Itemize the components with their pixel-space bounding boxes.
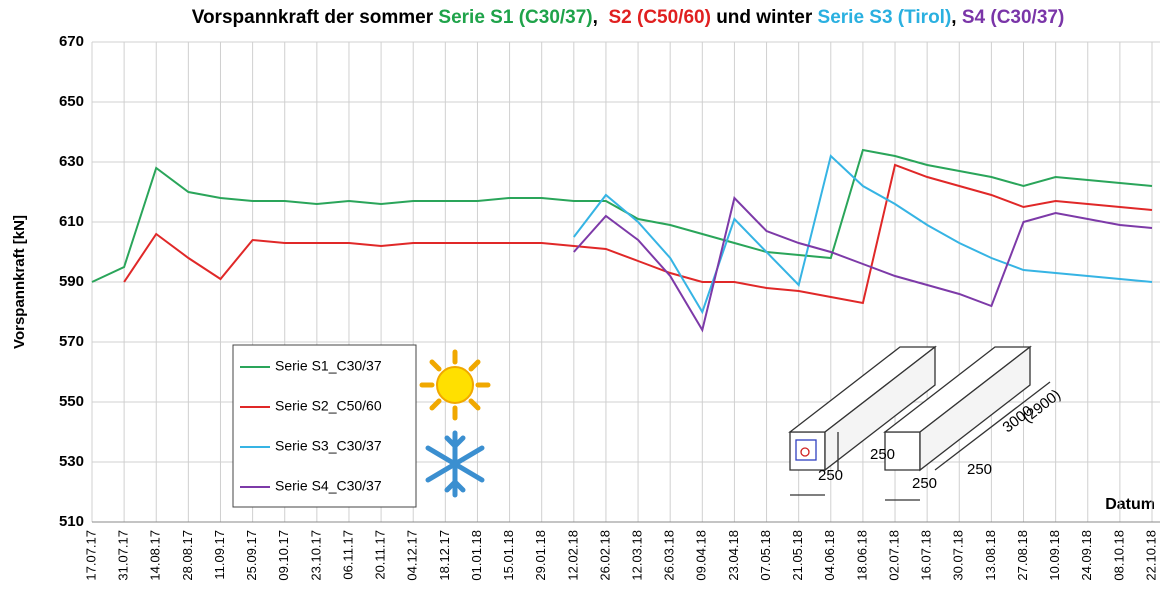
x-tick-label: 12.03.18	[629, 530, 644, 581]
title-part: Serie S1 (C30/37)	[438, 7, 592, 28]
x-tick-label: 07.05.18	[758, 530, 773, 581]
series-line	[91, 148, 1153, 283]
dimension-label: 250	[967, 461, 992, 478]
x-tick-label: 01.01.18	[469, 530, 484, 581]
y-axis-label: Vorspannkraft [kN]	[11, 215, 28, 349]
dimension-label: 250	[912, 475, 937, 492]
x-tick-label: 14.08.17	[148, 530, 163, 581]
x-tick-label: 26.02.18	[597, 530, 612, 581]
plot-area	[91, 41, 1160, 523]
x-tick-label: 25.09.17	[244, 530, 259, 581]
y-tick-label: 570	[59, 333, 84, 350]
x-axis-label: Datum	[1105, 496, 1155, 513]
title-part: Vorspannkraft der sommer	[192, 7, 439, 28]
x-tick-label: 27.08.18	[1015, 530, 1030, 581]
y-tick-label: 670	[59, 33, 84, 50]
legend-label: Serie S3_C30/37	[275, 438, 382, 454]
sun-icon	[419, 349, 491, 421]
series-line	[123, 163, 1153, 305]
x-tick-label: 23.04.18	[726, 530, 741, 581]
legend-label: Serie S2_C50/60	[275, 398, 382, 414]
legend-box	[232, 344, 417, 508]
x-tick-label: 11.09.17	[212, 530, 227, 580]
x-tick-label: 17.07.17	[83, 530, 98, 581]
x-tick-label: 13.08.18	[983, 530, 998, 581]
title-part: ,	[593, 7, 609, 28]
snowflake-icon	[425, 430, 485, 498]
series-line	[573, 154, 1153, 315]
x-tick-label: 30.07.18	[951, 530, 966, 581]
x-tick-label: 28.08.17	[180, 530, 195, 581]
dimension-label: 250	[818, 467, 843, 484]
title-part: S2 (C50/60)	[608, 7, 710, 28]
x-tick-label: 18.12.17	[437, 530, 452, 581]
title-part: und winter	[711, 7, 818, 28]
x-tick-label: 16.07.18	[919, 530, 934, 581]
y-tick-label: 510	[59, 513, 84, 530]
beam-diagram	[788, 345, 1051, 501]
x-tick-label: 24.09.18	[1079, 530, 1094, 581]
x-tick-label: 31.07.17	[116, 530, 131, 581]
series-line	[573, 196, 1153, 333]
x-tick-label: 09.10.17	[276, 530, 291, 581]
x-tick-label: 29.01.18	[533, 530, 548, 581]
legend-label: Serie S1_C30/37	[275, 358, 382, 374]
y-tick-label: 610	[59, 213, 84, 230]
x-tick-label: 02.07.18	[886, 530, 901, 581]
x-tick-label: 10.09.18	[1047, 530, 1062, 581]
x-tick-label: 23.10.17	[308, 530, 323, 581]
decorations	[232, 344, 1051, 508]
x-tick-label: 04.06.18	[822, 530, 837, 581]
x-tick-label: 26.03.18	[662, 530, 677, 581]
x-tick-label: 21.05.18	[790, 530, 805, 581]
x-tick-label: 20.11.17	[373, 530, 388, 580]
y-tick-label: 530	[59, 453, 84, 470]
x-tick-label: 09.04.18	[694, 530, 709, 581]
x-tick-label: 15.01.18	[501, 530, 516, 581]
title-part: S4 (C30/37)	[962, 7, 1064, 28]
y-tick-label: 650	[59, 93, 84, 110]
x-tick-label: 06.11.17	[340, 530, 355, 580]
y-tick-label: 590	[59, 273, 84, 290]
title-part: ,	[951, 7, 962, 28]
y-tick-label: 630	[59, 153, 84, 170]
x-tick-label: 08.10.18	[1111, 530, 1126, 581]
title-part: Serie S3 (Tirol)	[818, 7, 952, 28]
dimension-label: 250	[870, 446, 895, 463]
x-tick-label: 22.10.18	[1143, 530, 1158, 581]
x-tick-label: 04.12.17	[405, 530, 420, 581]
y-tick-label: 550	[59, 393, 84, 410]
chart-title: Vorspannkraft der sommer Serie S1 (C30/3…	[192, 7, 1065, 28]
x-tick-label: 18.06.18	[854, 530, 869, 581]
x-tick-label: 12.02.18	[565, 530, 580, 581]
legend-label: Serie S4_C30/37	[275, 478, 382, 494]
